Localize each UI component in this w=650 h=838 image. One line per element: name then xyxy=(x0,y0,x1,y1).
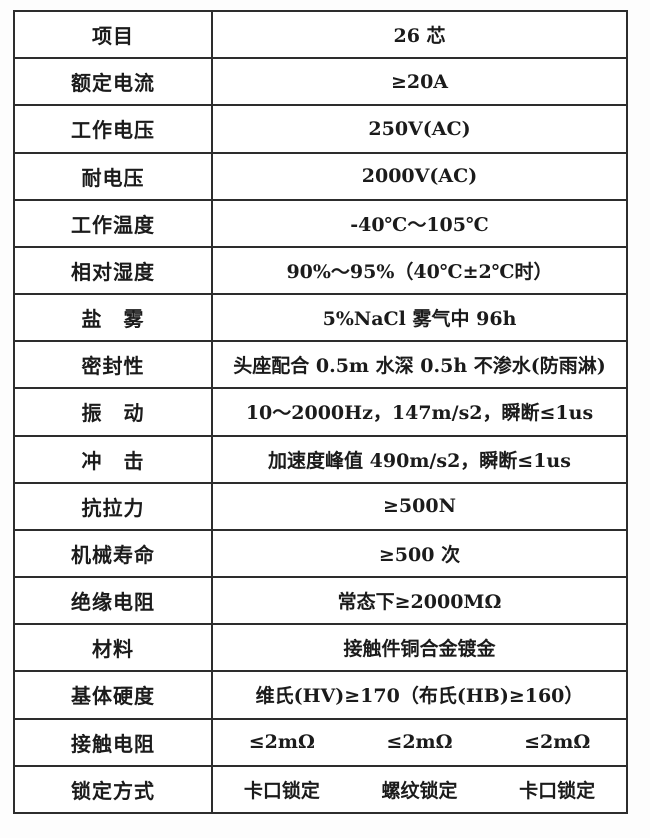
row-value: 250V(AC) xyxy=(368,117,471,140)
table-row: 基体硬度 维氏(HV)≥170（布氏(HB)≥160） xyxy=(15,672,626,720)
table-row: 接触电阻 ≤2mΩ ≤2mΩ ≤2mΩ xyxy=(15,719,626,767)
row-value: 头座配合 0.5m 水深 0.5h 不渗水(防雨淋) xyxy=(233,355,606,378)
row-label: 项目 xyxy=(15,12,213,58)
row-label: 冲 击 xyxy=(15,436,213,482)
row-label: 盐 雾 xyxy=(15,295,213,341)
row-label: 机械寿命 xyxy=(15,530,213,577)
table-row: 盐 雾 5%NaCl 雾气中 96h xyxy=(15,295,626,343)
row-value: ≤2mΩ ≤2mΩ ≤2mΩ xyxy=(213,720,626,765)
table-row: 额定电流 ≥20A xyxy=(15,59,626,107)
row-label: 相对湿度 xyxy=(15,247,213,294)
row-value: 常态下≥2000MΩ xyxy=(337,591,502,614)
table-row: 锁定方式 卡口锁定 螺纹锁定 卡口锁定 xyxy=(15,766,626,812)
row-label: 振 动 xyxy=(15,389,213,435)
row-sub-value: 卡口锁定 xyxy=(243,779,320,802)
row-value: ≥500 次 xyxy=(378,543,461,566)
table-row: 相对湿度 90%～95%（40℃±2℃时） xyxy=(15,247,626,296)
row-label: 耐电压 xyxy=(15,153,213,199)
row-value: 90%～95%（40℃±2℃时） xyxy=(286,260,553,283)
row-label: 锁定方式 xyxy=(15,766,213,812)
table-row: 材料 接触件铜合金镀金 xyxy=(15,625,626,673)
row-value: 26 芯 xyxy=(393,25,446,48)
row-value: -40℃～105℃ xyxy=(350,213,489,236)
row-sub-value: 螺纹锁定 xyxy=(381,779,458,802)
row-value: 卡口锁定 螺纹锁定 卡口锁定 xyxy=(213,767,626,812)
row-label: 工作电压 xyxy=(15,106,213,152)
table-row: 耐电压 2000V(AC) xyxy=(15,153,626,201)
row-value: 维氏(HV)≥170（布氏(HB)≥160） xyxy=(255,685,584,708)
table-row: 工作温度 -40℃～105℃ xyxy=(15,200,626,248)
row-sub-value: ≤2mΩ xyxy=(524,731,591,754)
table-row: 冲 击 加速度峰值 490m/s2，瞬断≤1us xyxy=(15,436,626,484)
table-row: 机械寿命 ≥500 次 xyxy=(15,530,626,579)
row-value: 10～2000Hz，147m/s2，瞬断≤1us xyxy=(245,402,594,425)
row-sub-value: ≤2mΩ xyxy=(386,731,453,754)
row-value: ≥20A xyxy=(390,70,449,93)
row-value: 2000V(AC) xyxy=(361,165,478,188)
table-row: 密封性 头座配合 0.5m 水深 0.5h 不渗水(防雨淋) xyxy=(15,342,626,390)
row-sub-value: 卡口锁定 xyxy=(519,779,596,802)
table-row: 工作电压 250V(AC) xyxy=(15,106,626,154)
row-label: 抗拉力 xyxy=(15,483,213,529)
table-row: 振 动 10～2000Hz，147m/s2，瞬断≤1us xyxy=(15,389,626,437)
table-row: 抗拉力 ≥500N xyxy=(15,483,626,531)
table-row: 绝缘电阻 常态下≥2000MΩ xyxy=(15,578,626,626)
row-label: 额定电流 xyxy=(15,59,213,105)
row-label: 基体硬度 xyxy=(15,672,213,718)
row-value: ≥500N xyxy=(383,495,456,518)
row-label: 材料 xyxy=(15,625,213,671)
row-label: 接触电阻 xyxy=(15,719,213,765)
row-value: 接触件铜合金镀金 xyxy=(343,638,496,661)
row-label: 工作温度 xyxy=(15,200,213,246)
table-row: 项目 26 芯 xyxy=(15,12,626,60)
row-value: 5%NaCl 雾气中 96h xyxy=(322,308,517,331)
spec-table: 项目 26 芯额定电流 ≥20A 工作电压 250V(AC) 耐电压 2000V(AC) 工作… xyxy=(13,10,628,814)
row-value: 加速度峰值 490m/s2，瞬断≤1us xyxy=(268,449,571,472)
row-label: 密封性 xyxy=(15,342,213,388)
row-sub-value: ≤2mΩ xyxy=(248,731,315,754)
row-label: 绝缘电阻 xyxy=(15,578,213,624)
